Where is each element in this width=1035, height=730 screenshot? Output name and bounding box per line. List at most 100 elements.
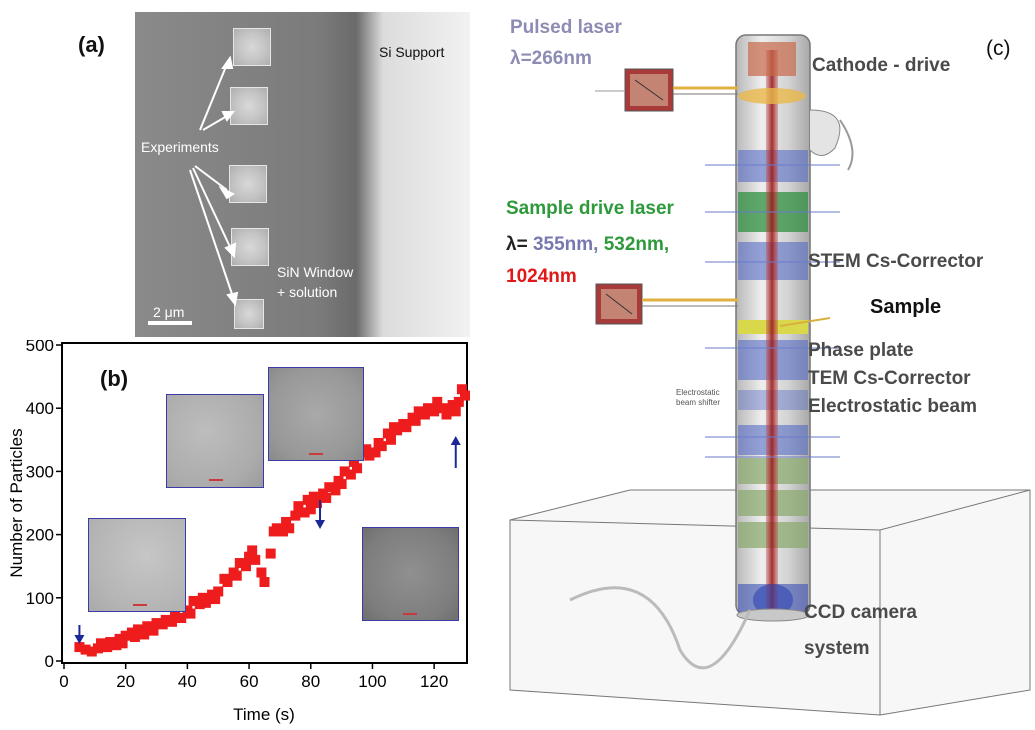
tem-corrector-label: TEM Cs-Corrector	[808, 368, 971, 389]
x-tick-label: 0	[59, 672, 68, 691]
data-point	[111, 640, 122, 651]
experiment-square	[230, 87, 268, 125]
data-point	[222, 577, 233, 587]
cathode-module	[748, 42, 796, 76]
data-point	[324, 482, 335, 493]
data-point	[385, 434, 396, 445]
data-point	[450, 406, 461, 417]
data-point	[117, 638, 128, 649]
wavelength-355: 355nm,	[532, 234, 604, 255]
data-point	[311, 498, 322, 508]
data-point	[364, 450, 375, 461]
inset-image-3	[268, 367, 364, 461]
electron-beam	[766, 50, 778, 610]
data-point	[339, 466, 350, 477]
electrostatic-beam-label: Electrostatic beam	[808, 396, 977, 417]
wavelength-532: 532nm,	[603, 234, 670, 255]
data-point	[382, 428, 393, 439]
data-point	[441, 409, 452, 420]
lambda-prefix: λ=	[506, 234, 533, 255]
data-point	[170, 611, 181, 622]
beam-shifter-small-1: Electrostatic	[676, 388, 720, 397]
panel-c-label: (c)	[986, 37, 1011, 60]
data-point	[413, 406, 424, 417]
scalebar-label: 2 μm	[153, 304, 185, 320]
pulsed-laser-box	[595, 68, 738, 112]
data-point	[244, 551, 255, 562]
data-point	[330, 485, 341, 496]
x-tick-label: 60	[240, 672, 259, 691]
data-point	[256, 567, 267, 578]
data-point	[102, 642, 113, 653]
y-tick-label: 200	[26, 526, 54, 545]
data-point	[376, 441, 387, 452]
data-point	[293, 501, 304, 512]
sin-solution-label: + solution	[277, 284, 338, 300]
data-point	[151, 618, 162, 629]
ccd-camera-label: CCD camera	[804, 602, 917, 623]
sample-drive-laser-label: Sample drive laser	[506, 198, 674, 219]
experiment-square	[233, 28, 271, 66]
experiment-square	[231, 228, 269, 266]
data-point	[96, 638, 107, 649]
data-point	[86, 646, 97, 657]
data-point	[188, 595, 199, 606]
data-point	[429, 406, 440, 417]
data-point	[460, 390, 470, 401]
panel-a-arrows	[148, 55, 239, 325]
data-point	[392, 425, 403, 436]
x-tick-label: 40	[178, 672, 197, 691]
panel-a-micrograph: Si Support Experiments SiN Window + solu…	[135, 12, 470, 337]
cathode-drive-label: Cathode - drive	[812, 55, 951, 76]
data-point	[419, 409, 430, 420]
data-point	[176, 613, 187, 624]
data-point	[299, 507, 310, 518]
x-axis-label: Time (s)	[233, 705, 295, 724]
data-point	[210, 594, 221, 605]
data-point	[213, 586, 224, 597]
data-point	[432, 396, 443, 407]
data-point	[92, 643, 103, 654]
data-point	[447, 400, 458, 411]
beam-shifter-small-2: beam shifter	[676, 398, 721, 407]
sample-label: Sample	[870, 296, 942, 318]
cable	[839, 119, 854, 171]
time-arrow	[450, 436, 461, 468]
data-point	[456, 384, 467, 395]
data-point	[247, 545, 258, 556]
data-point	[345, 469, 356, 480]
sin-window-label: SiN Window	[277, 264, 354, 280]
data-point	[438, 403, 449, 414]
sample-laser-box	[595, 283, 738, 325]
experiment-square	[234, 299, 264, 329]
y-axis-label: Number of Particles	[7, 428, 26, 577]
data-point	[240, 561, 251, 572]
panel-b-chart: 0 20 40 60 80 100 120 0 100 200 300 400 500 Time (s)…	[0, 336, 470, 725]
data-point	[197, 592, 208, 603]
data-point	[284, 523, 295, 534]
data-point	[139, 629, 150, 640]
data-point	[133, 624, 144, 635]
ccd-system-label: system	[804, 638, 870, 659]
y-tick-label: 400	[26, 399, 54, 418]
data-point	[259, 577, 270, 587]
data-point	[129, 631, 140, 642]
data-point	[250, 554, 261, 565]
data-point	[361, 444, 372, 455]
inset-image-2	[166, 394, 264, 488]
data-point	[231, 570, 242, 581]
pulsed-wavelength: λ=266nm	[510, 48, 592, 69]
panel-b-label: (b)	[100, 366, 129, 391]
y-tick-label: 100	[26, 589, 54, 608]
microscope-column-diagram	[509, 34, 1031, 716]
y-tick-label: 0	[45, 652, 54, 671]
data-point	[80, 644, 91, 655]
column-base	[736, 608, 810, 622]
data-point	[453, 396, 464, 407]
cathode-ring	[738, 88, 806, 104]
data-point	[422, 403, 433, 414]
data-point	[74, 642, 85, 653]
data-point	[185, 608, 196, 619]
data-point	[308, 491, 319, 502]
data-point	[278, 526, 289, 537]
